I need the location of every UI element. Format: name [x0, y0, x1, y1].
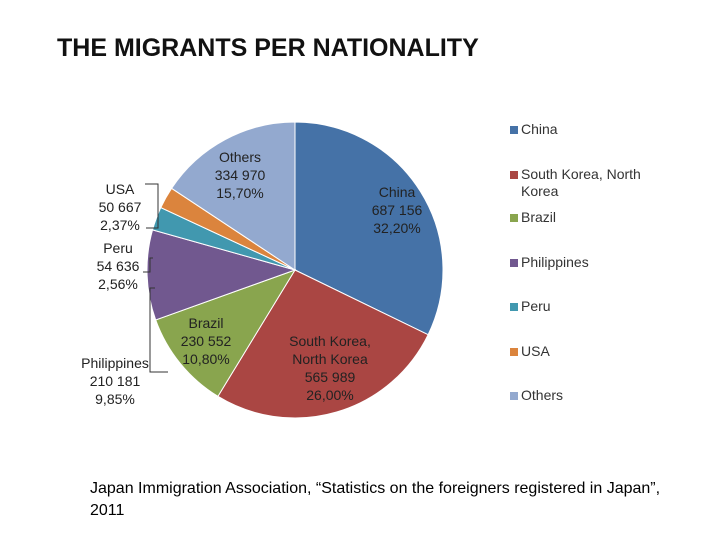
- legend-swatch: [510, 348, 518, 356]
- chart-title: THE MIGRANTS PER NATIONALITY: [57, 34, 479, 62]
- legend-label: Others: [521, 387, 564, 403]
- legend-swatch: [510, 126, 518, 134]
- slice-name: South Korea, North Korea: [289, 333, 371, 367]
- pie: [146, 121, 444, 419]
- slice-value: 50 667: [98, 199, 142, 215]
- legend-label: Peru: [521, 298, 551, 314]
- legend-swatch: [510, 259, 518, 267]
- slice-name: Peru: [103, 240, 133, 256]
- slice-value: 565 989: [304, 369, 356, 385]
- slice-value: 54 636: [96, 258, 140, 274]
- slice-label: South Korea, North Korea 565 989 26,00%: [275, 332, 385, 404]
- slice-label: China 687 156 32,20%: [347, 183, 447, 237]
- slice-percent: 15,70%: [216, 185, 264, 201]
- slice-name: Others: [218, 149, 261, 165]
- slice-name: China: [378, 184, 416, 200]
- pie-slice: [170, 121, 296, 271]
- slice-name: USA: [105, 181, 135, 197]
- slice-value: 210 181: [89, 373, 141, 389]
- leader-line: [149, 287, 168, 373]
- slice-label: Peru 54 636 2,56%: [68, 239, 168, 293]
- legend-label: China: [521, 121, 558, 137]
- legend-swatch: [510, 171, 518, 179]
- pie-slice: [294, 121, 444, 336]
- source-note: Japan Immigration Association, “Statisti…: [90, 480, 661, 519]
- slice-label: USA 50 667 2,37%: [70, 180, 170, 234]
- legend-label: Philippines: [521, 254, 589, 270]
- slice-value: 687 156: [371, 202, 423, 218]
- pie-slice: [146, 229, 297, 321]
- legend-swatch: [510, 392, 518, 400]
- slice-percent: 32,20%: [373, 220, 421, 236]
- slice-percent: 26,00%: [306, 387, 354, 403]
- legend-label: Brazil: [521, 209, 557, 225]
- slice-label: Brazil 230 552 10,80%: [156, 314, 256, 368]
- legend-swatch: [510, 214, 518, 222]
- slice-value: 230 552: [180, 333, 232, 349]
- slice-percent: 9,85%: [95, 391, 135, 407]
- legend-label: South Korea, North Korea: [521, 166, 641, 199]
- slice-value: 334 970: [214, 167, 266, 183]
- pie-slice: [155, 269, 297, 398]
- leader-line: [145, 183, 159, 229]
- leader-line: [143, 257, 153, 273]
- slice-percent: 2,56%: [98, 276, 138, 292]
- slice-name: Philippines: [81, 355, 149, 371]
- slice-name: Brazil: [188, 315, 224, 331]
- slice-percent: 10,80%: [182, 351, 230, 367]
- slice-label: Philippines 210 181 9,85%: [65, 354, 165, 408]
- slice-label: Others 334 970 15,70%: [190, 148, 290, 202]
- slice-percent: 2,37%: [100, 217, 140, 233]
- pie-slice: [217, 269, 429, 419]
- legend-swatch: [510, 303, 518, 311]
- legend-label: USA: [521, 343, 550, 359]
